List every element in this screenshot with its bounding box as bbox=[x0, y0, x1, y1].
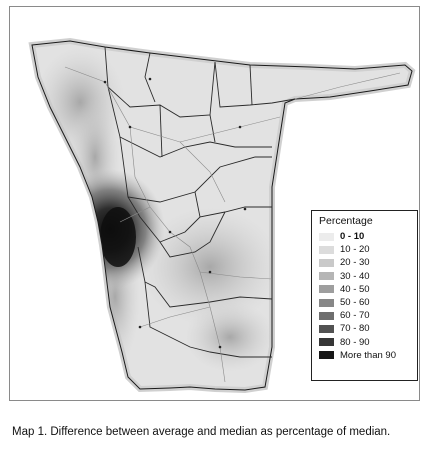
namibia-map bbox=[28, 37, 416, 394]
legend-swatch bbox=[319, 311, 334, 320]
legend-label: 60 - 70 bbox=[340, 310, 370, 322]
map-frame: Percentage 0 - 10 10 - 20 20 - 30 30 - 40 40… bbox=[9, 6, 420, 401]
legend-swatch bbox=[319, 298, 334, 307]
legend-label: 30 - 40 bbox=[340, 270, 370, 282]
legend-swatch bbox=[319, 285, 334, 294]
legend-label: 20 - 30 bbox=[340, 257, 370, 269]
legend-swatch bbox=[319, 258, 334, 267]
legend-swatch bbox=[319, 272, 334, 281]
legend-item: 40 - 50 bbox=[319, 283, 417, 296]
legend-item: 80 - 90 bbox=[319, 336, 417, 349]
legend-item: 10 - 20 bbox=[319, 243, 417, 256]
legend-swatch bbox=[319, 245, 334, 254]
legend-item: 0 - 10 bbox=[319, 230, 417, 243]
map-caption: Map 1. Difference between average and me… bbox=[12, 426, 391, 438]
town-markers bbox=[103, 77, 247, 349]
legend-item: 60 - 70 bbox=[319, 309, 417, 322]
legend-swatch bbox=[319, 232, 334, 241]
legend-label: 70 - 80 bbox=[340, 323, 370, 335]
legend-label: 50 - 60 bbox=[340, 297, 370, 309]
legend-label: 0 - 10 bbox=[340, 231, 365, 243]
legend-item: 50 - 60 bbox=[319, 296, 417, 309]
legend-label: 80 - 90 bbox=[340, 336, 370, 348]
legend-swatch bbox=[319, 338, 334, 347]
legend-items: 0 - 10 10 - 20 20 - 30 30 - 40 40 - 50 50 - 6… bbox=[319, 230, 417, 362]
road-network bbox=[64, 66, 401, 383]
legend-item: More than 90 bbox=[319, 349, 417, 362]
legend-item: 30 - 40 bbox=[319, 270, 417, 283]
legend-item: 20 - 30 bbox=[319, 256, 417, 269]
map-legend: Percentage 0 - 10 10 - 20 20 - 30 30 - 40 40… bbox=[311, 210, 418, 381]
legend-label: 40 - 50 bbox=[340, 283, 370, 295]
legend-swatch bbox=[319, 351, 334, 360]
legend-label: More than 90 bbox=[340, 349, 396, 361]
legend-item: 70 - 80 bbox=[319, 322, 417, 335]
legend-title: Percentage bbox=[319, 215, 373, 227]
legend-swatch bbox=[319, 324, 334, 333]
legend-label: 10 - 20 bbox=[340, 244, 370, 256]
